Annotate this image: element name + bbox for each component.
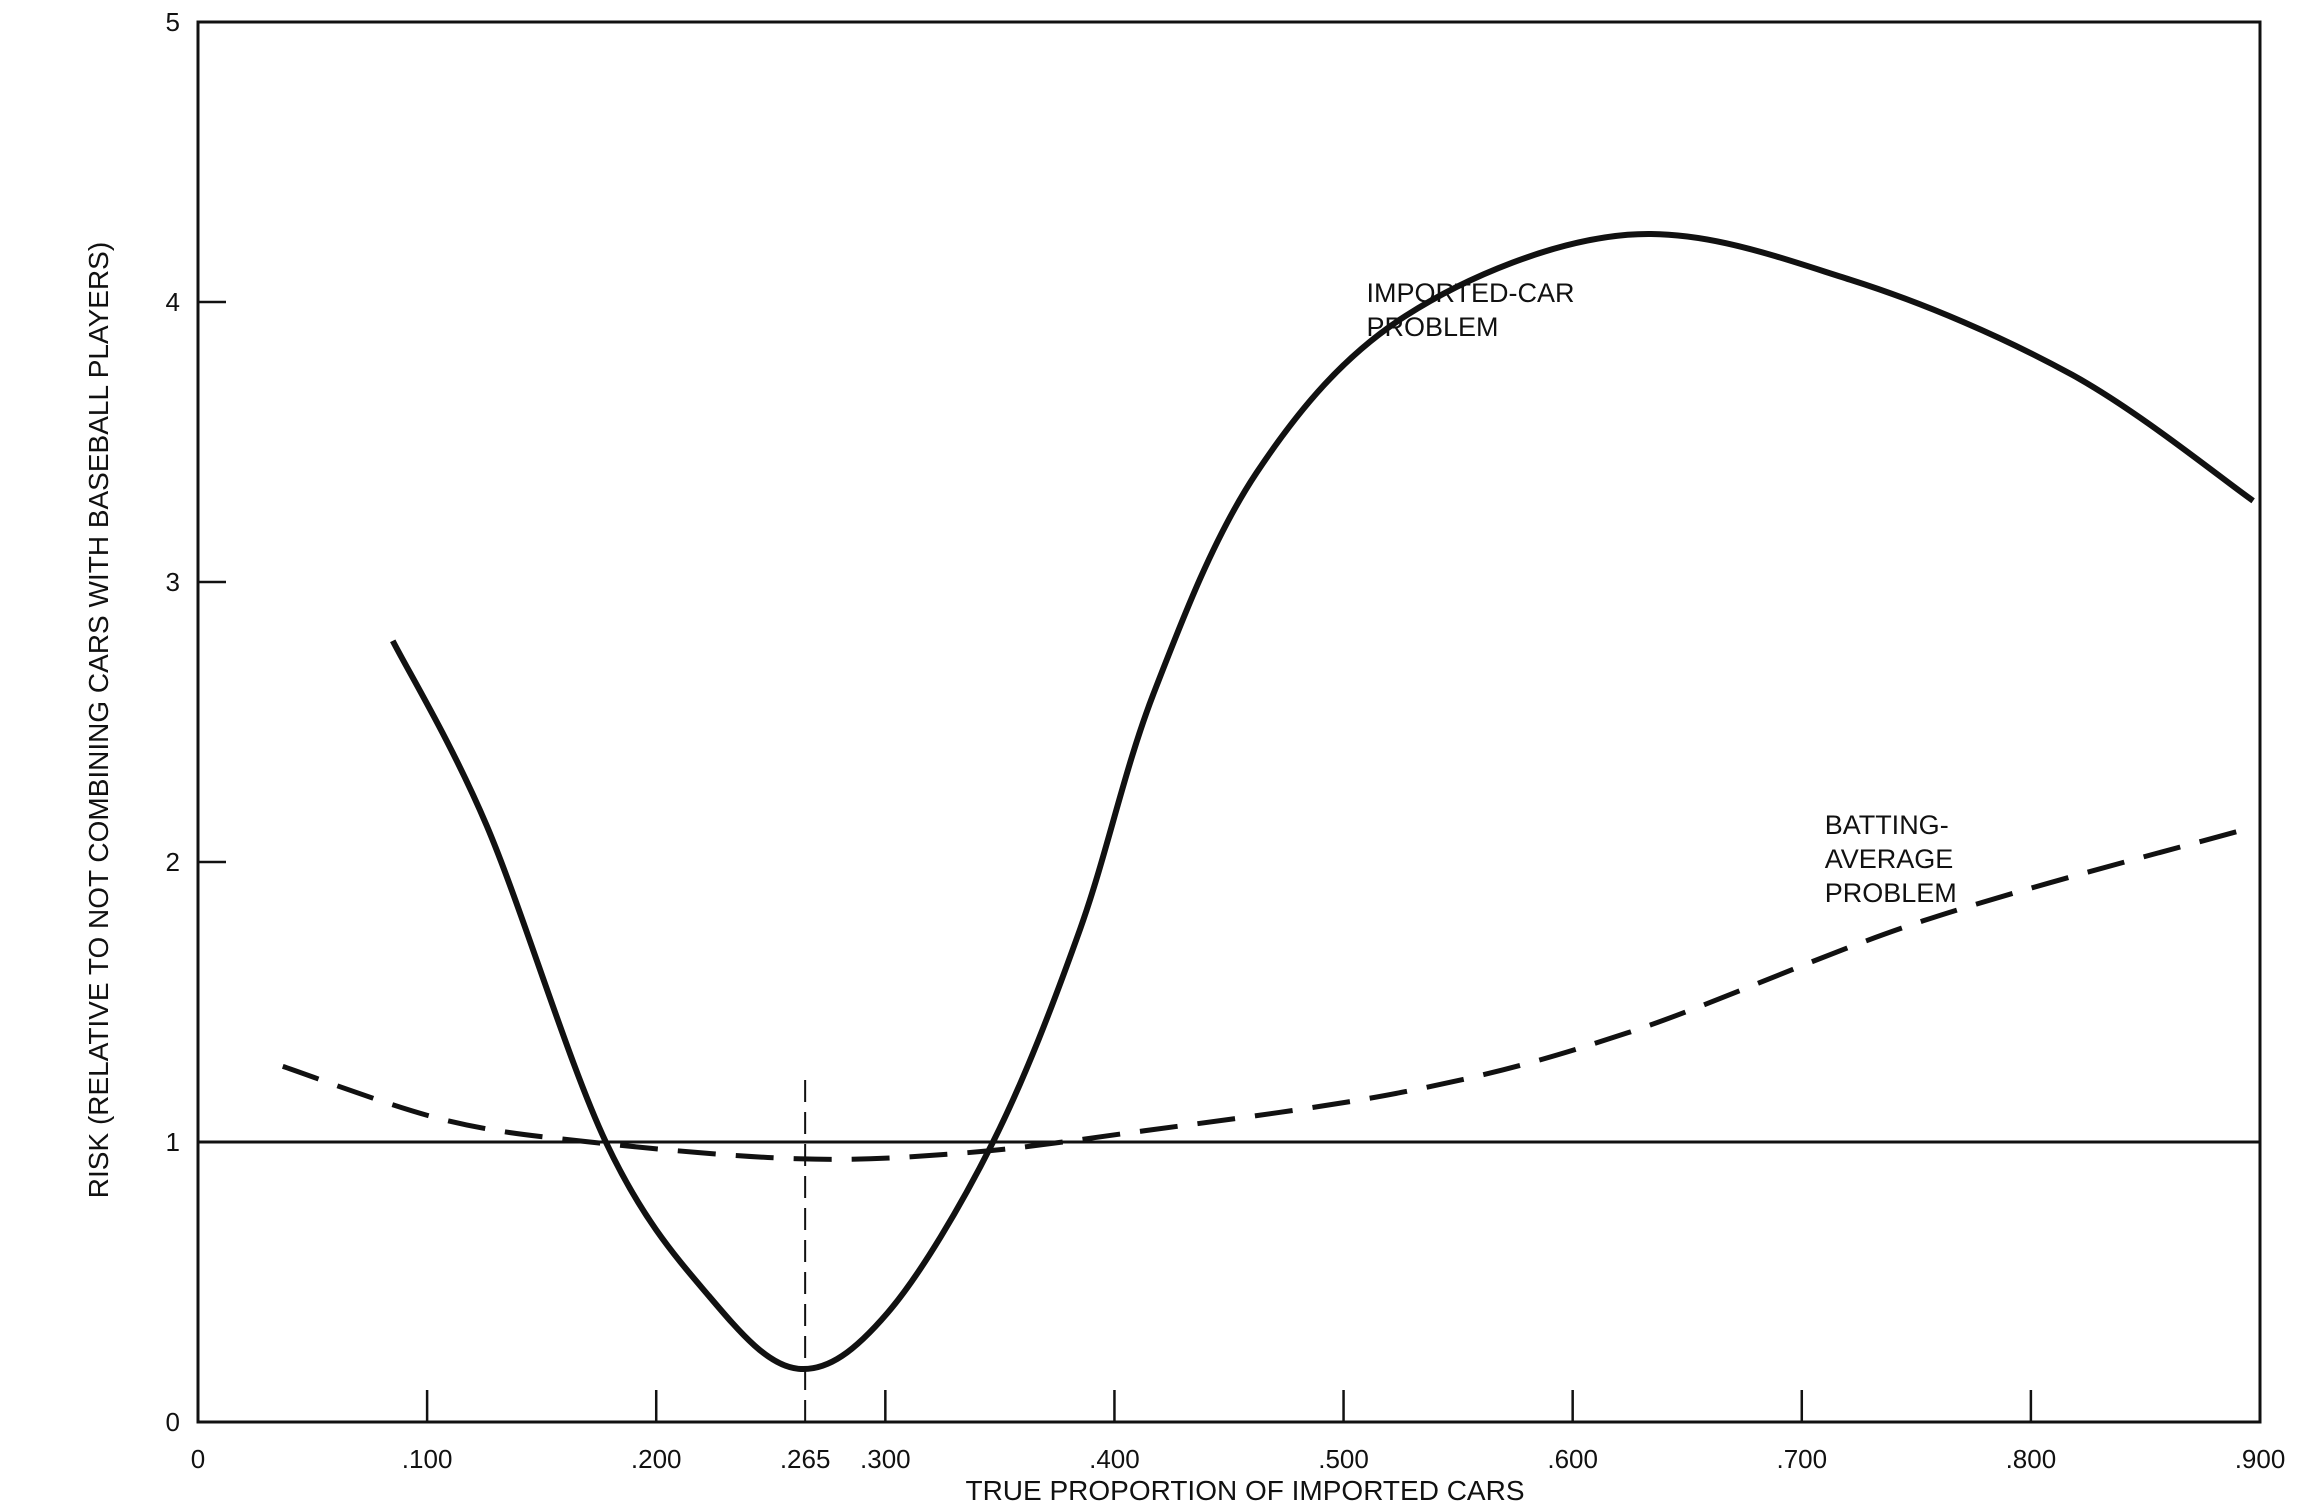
- ticks: 0 .100 .200 .265 .300 .400 .500 .600 .700 .800 .90…: [166, 7, 2286, 1474]
- x-tick-label: .600: [1547, 1444, 1598, 1474]
- x-tick-label: .700: [1776, 1444, 1827, 1474]
- series-label-line: PROBLEM: [1366, 312, 1498, 342]
- series-label-line: BATTING-: [1825, 810, 1949, 840]
- x-tick-label: 0: [191, 1444, 205, 1474]
- y-tick-label: 0: [166, 1407, 180, 1437]
- x-tick-label: .200: [631, 1444, 682, 1474]
- plot-frame: [196, 20, 2262, 1424]
- batting-average-label: BATTING- AVERAGE PROBLEM: [1825, 810, 1957, 908]
- y-tick-label: 5: [166, 7, 180, 37]
- x-tick-label: .400: [1089, 1444, 1140, 1474]
- axes: [196, 20, 2262, 1424]
- y-tick-label: 3: [166, 567, 180, 597]
- y-axis-label: RISK (RELATIVE TO NOT COMBINING CARS WIT…: [83, 242, 114, 1198]
- x-tick-label: .800: [2006, 1444, 2057, 1474]
- x-tick-label: .900: [2235, 1444, 2286, 1474]
- series-label-line: AVERAGE: [1825, 844, 1954, 874]
- x-tick-label: .100: [402, 1444, 453, 1474]
- imported-car-label: IMPORTED-CAR PROBLEM: [1366, 278, 1574, 342]
- series: [198, 231, 2260, 1422]
- x-tick-label: .265: [780, 1444, 831, 1474]
- y-tick-label: 1: [166, 1127, 180, 1157]
- batting-average-curve: [281, 825, 2250, 1162]
- imported-car-curve: [390, 231, 2255, 1372]
- labels: IMPORTED-CAR PROBLEM BATTING- AVERAGE PROBLE…: [1366, 278, 1956, 908]
- x-axis-label: TRUE PROPORTION OF IMPORTED CARS: [965, 1475, 1524, 1506]
- x-tick-label: .300: [860, 1444, 911, 1474]
- series-label-line: PROBLEM: [1825, 878, 1957, 908]
- series-label-line: IMPORTED-CAR: [1366, 278, 1574, 308]
- y-tick-label: 4: [166, 287, 180, 317]
- x-tick-label: .500: [1318, 1444, 1369, 1474]
- y-tick-label: 2: [166, 847, 180, 877]
